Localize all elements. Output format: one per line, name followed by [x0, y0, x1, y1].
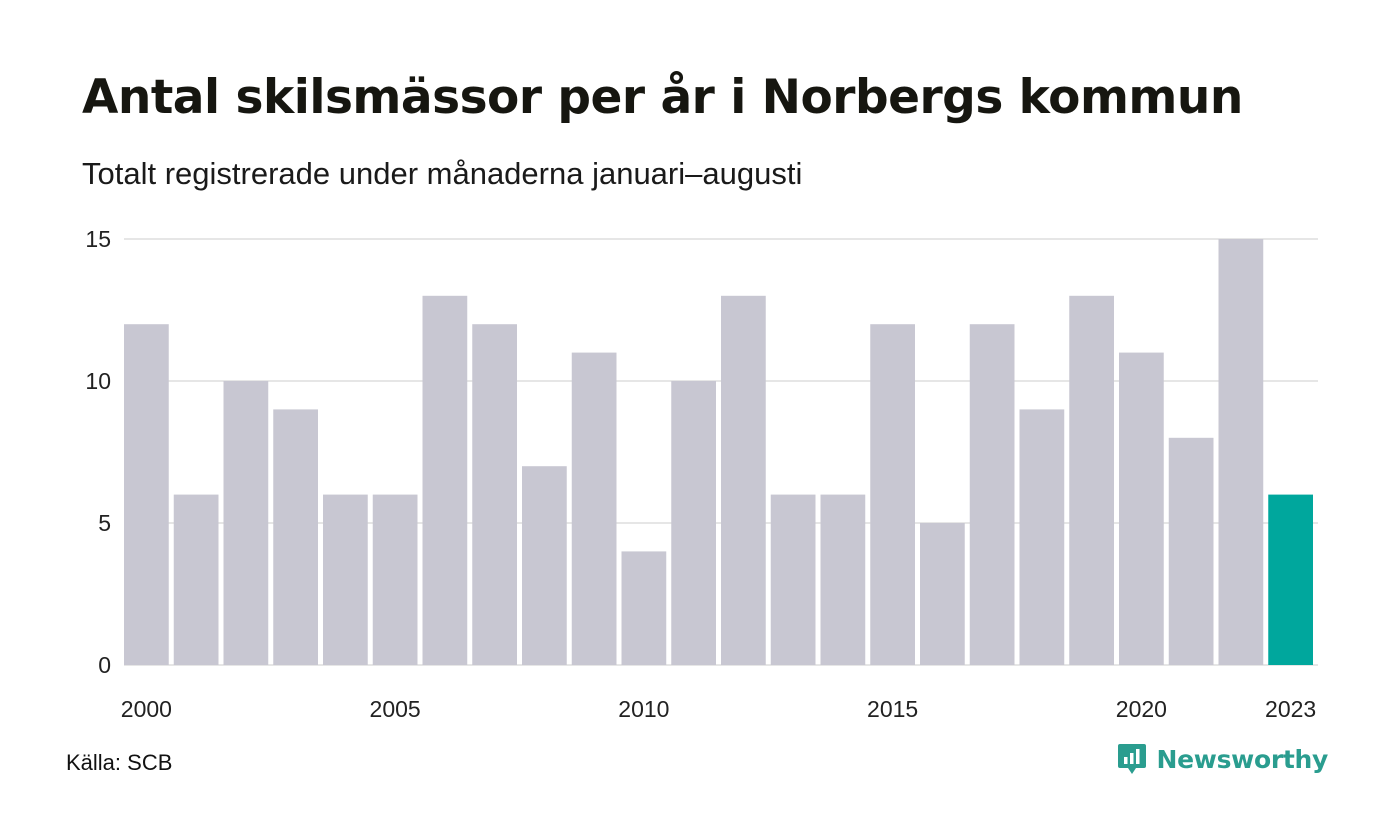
bar-2002 [223, 381, 269, 665]
x-tick-label: 2010 [618, 696, 669, 722]
bar-2000 [124, 324, 169, 665]
bar-2014 [820, 494, 866, 665]
bar-2008 [522, 466, 567, 665]
brand-logo: Newsworthy [1117, 742, 1329, 776]
bar-2011 [671, 381, 716, 665]
bar-2005 [372, 494, 418, 665]
bar-2003 [273, 409, 318, 665]
x-tick-label: 2000 [121, 696, 172, 722]
bar-2006 [422, 295, 468, 665]
bar-2007 [472, 324, 517, 665]
bar-2019 [1069, 295, 1114, 665]
x-tick-label: 2020 [1116, 696, 1167, 722]
brand-name: Newsworthy [1156, 744, 1329, 774]
bar-2010 [621, 551, 667, 665]
newsworthy-logo-icon [1117, 744, 1146, 774]
y-tick-label: 0 [98, 652, 111, 678]
bar-2020 [1119, 352, 1164, 665]
source-label: Källa: SCB [66, 750, 173, 775]
bar-2015 [870, 324, 915, 665]
bar-2023 [1268, 494, 1313, 665]
y-tick-label: 5 [98, 510, 111, 536]
bar-2017 [969, 324, 1015, 665]
y-tick-label: 10 [85, 368, 111, 394]
bar-2013 [770, 494, 816, 665]
bar-2016 [920, 523, 965, 665]
x-tick-label: 2005 [370, 696, 421, 722]
bar-2004 [323, 494, 368, 665]
chart-title: Antal skilsmässor per år i Norbergs komm… [82, 70, 1243, 125]
bar-2022 [1218, 239, 1264, 665]
bar-2012 [721, 295, 766, 665]
bar-2001 [173, 494, 219, 665]
x-tick-label: 2015 [867, 696, 918, 722]
bar-2018 [1019, 409, 1065, 665]
bar-2021 [1168, 437, 1214, 665]
bar-chart: 0 5 10 15 2000 2005 2010 2015 2020 2023 [85, 226, 1318, 722]
bar-2009 [571, 352, 617, 665]
y-tick-label: 15 [85, 226, 111, 252]
chart-subtitle: Totalt registrerade under månaderna janu… [82, 156, 803, 191]
x-tick-label: 2023 [1265, 696, 1316, 722]
